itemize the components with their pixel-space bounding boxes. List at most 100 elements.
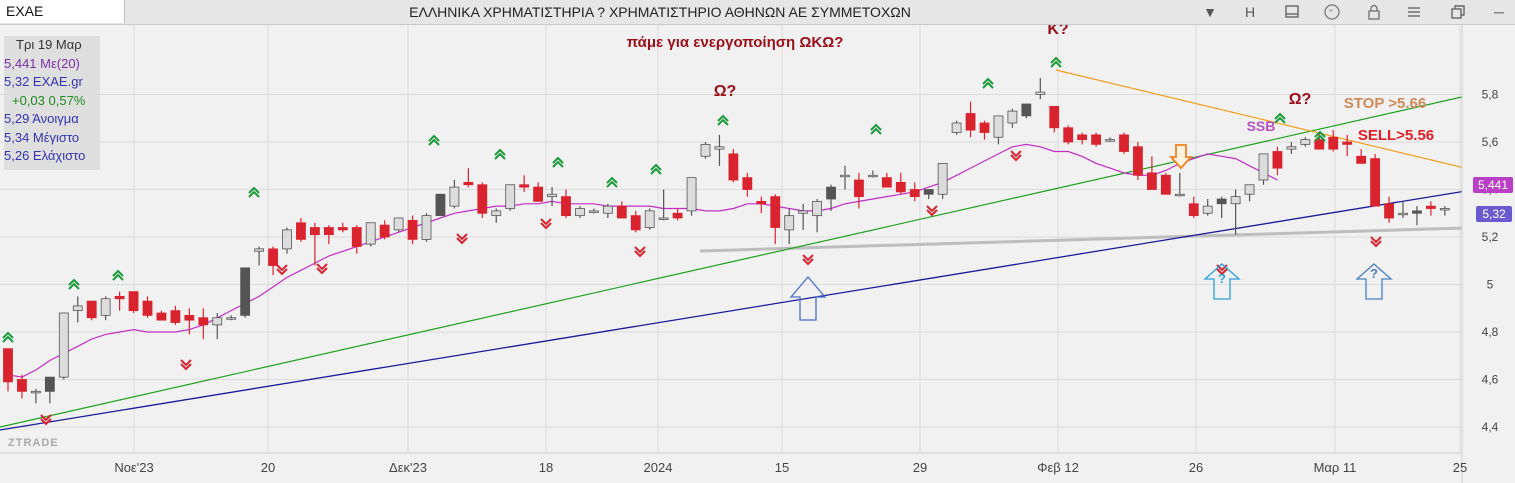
candle-body xyxy=(1286,146,1297,150)
candle-body xyxy=(477,184,488,214)
up-signal-icon xyxy=(2,331,14,343)
candle-body xyxy=(1077,134,1088,141)
candle-body xyxy=(351,227,362,247)
candle-body xyxy=(770,196,781,228)
candle-body xyxy=(393,217,404,231)
candle-body xyxy=(1300,139,1311,145)
panel-icon[interactable] xyxy=(1280,0,1304,24)
x-tick-label: 26 xyxy=(1189,460,1203,475)
candle-body xyxy=(658,217,669,220)
candle-body xyxy=(463,181,474,186)
up-signal-icon xyxy=(1050,56,1062,68)
ma-price-tag xyxy=(1473,177,1513,193)
down-signal-icon xyxy=(316,263,328,275)
last-price-tag xyxy=(1476,206,1512,222)
candle-body xyxy=(1328,136,1339,150)
candle-body xyxy=(1007,110,1018,124)
kappa-label: Κ? xyxy=(1047,25,1068,38)
candle-body xyxy=(100,298,111,316)
candle-body xyxy=(58,312,69,378)
candle-body xyxy=(114,295,125,300)
x-tick-label: 18 xyxy=(539,460,553,475)
candle-body xyxy=(240,267,251,316)
candles-layer xyxy=(3,77,1450,404)
candle-body xyxy=(268,248,278,266)
blue-trend-line xyxy=(0,182,1515,431)
candle-body xyxy=(1356,155,1367,164)
window-title: ΕΛΛΗΝΙΚΑ ΧΡΗΜΑΤΙΣΤΗΡΙΑ ? ΧΡΗΜΑΤΙΣΤΗΡΙΟ Α… xyxy=(409,4,911,20)
candle-body xyxy=(1314,139,1325,150)
candle-body xyxy=(798,210,809,214)
candle-body xyxy=(881,177,892,188)
candle-body xyxy=(672,212,683,219)
x-tick-label: 2024 xyxy=(644,460,673,475)
down-signal-icon xyxy=(634,246,646,258)
quote-icon[interactable]: ” xyxy=(1320,0,1344,24)
candle-body xyxy=(1244,184,1255,195)
restore-icon[interactable] xyxy=(1446,0,1470,24)
candle-body xyxy=(589,210,599,213)
candle-body xyxy=(1230,196,1241,205)
stop-label: STOP >5.66 xyxy=(1344,95,1426,112)
candle-body xyxy=(282,229,292,250)
candle-body xyxy=(1370,158,1380,207)
h-button[interactable]: H xyxy=(1244,4,1256,20)
candle-body xyxy=(756,200,767,205)
candle-body xyxy=(895,181,906,193)
question-mark-2: ? xyxy=(1370,266,1378,281)
y-tick-label: 4,4 xyxy=(1482,420,1499,434)
info-open: 5,29 Άνοιγμα xyxy=(4,111,79,126)
lock-icon[interactable] xyxy=(1362,0,1386,24)
candle-body xyxy=(742,177,753,190)
candle-body xyxy=(951,122,962,133)
candle-body xyxy=(3,348,13,383)
menu-icon[interactable] xyxy=(1402,0,1426,24)
down-signal-icon xyxy=(276,264,288,276)
candle-body xyxy=(616,205,627,219)
candle-body xyxy=(170,310,181,323)
info-ma: 5,441 Με(20) xyxy=(4,55,80,71)
price-tags: 5,441 5,32 xyxy=(1473,177,1513,222)
candle-body xyxy=(296,222,306,240)
x-tick-label: Μαρ 11 xyxy=(1314,460,1357,475)
candle-body xyxy=(1398,212,1408,216)
candle-body xyxy=(128,291,139,312)
candle-body xyxy=(1174,193,1185,197)
up-signal-icon xyxy=(1314,130,1326,142)
candle-body xyxy=(226,317,237,320)
y-tick-label: 5,6 xyxy=(1482,135,1499,149)
candle-body xyxy=(533,186,543,202)
candle-body xyxy=(965,113,976,131)
candle-body xyxy=(519,184,530,188)
candle-body xyxy=(1439,208,1450,211)
candle-body xyxy=(1188,203,1199,217)
y-tick-label: 5,8 xyxy=(1482,88,1499,102)
candle-body xyxy=(1105,139,1115,142)
candle-body xyxy=(1160,174,1171,195)
candle-body xyxy=(1049,105,1060,129)
candle-body xyxy=(1384,203,1394,219)
x-tick-label: Δεκ'23 xyxy=(389,460,427,475)
symbol-input[interactable]: EXAE xyxy=(0,0,125,23)
moving-average-line xyxy=(7,143,1278,378)
candle-body xyxy=(979,122,990,133)
x-tick-label: 15 xyxy=(775,460,789,475)
minimize-button[interactable]: ─ xyxy=(1494,4,1504,20)
candle-body xyxy=(728,153,739,181)
x-axis: Νοε'23 20 Δεκ'23 18 2024 15 29 Φεβ 12 26 Μαρ 11 25 xyxy=(0,452,1467,475)
candle-body xyxy=(700,143,711,157)
chart-area: 5,85,65,45,254,84,64,4 Νοε'2320Δεκ'23182… xyxy=(0,25,1515,483)
down-signal-icon xyxy=(926,205,938,217)
svg-text:”: ” xyxy=(1329,9,1334,19)
candle-body xyxy=(854,179,864,198)
candle-body xyxy=(575,208,585,217)
up-signal-icon xyxy=(112,269,124,281)
info-low: 5,26 Ελάχιστο xyxy=(4,148,86,163)
blue-up-arrow-1 xyxy=(1203,263,1241,300)
dropdown-button[interactable]: ▼ xyxy=(1203,4,1217,20)
candle-body xyxy=(561,196,571,217)
sell-label: SELL>5.56 xyxy=(1358,127,1434,144)
candle-body xyxy=(826,186,836,200)
chart-title: πάμε για ενεργοποίηση ΩΚΩ? xyxy=(627,34,844,51)
candle-body xyxy=(784,215,795,231)
